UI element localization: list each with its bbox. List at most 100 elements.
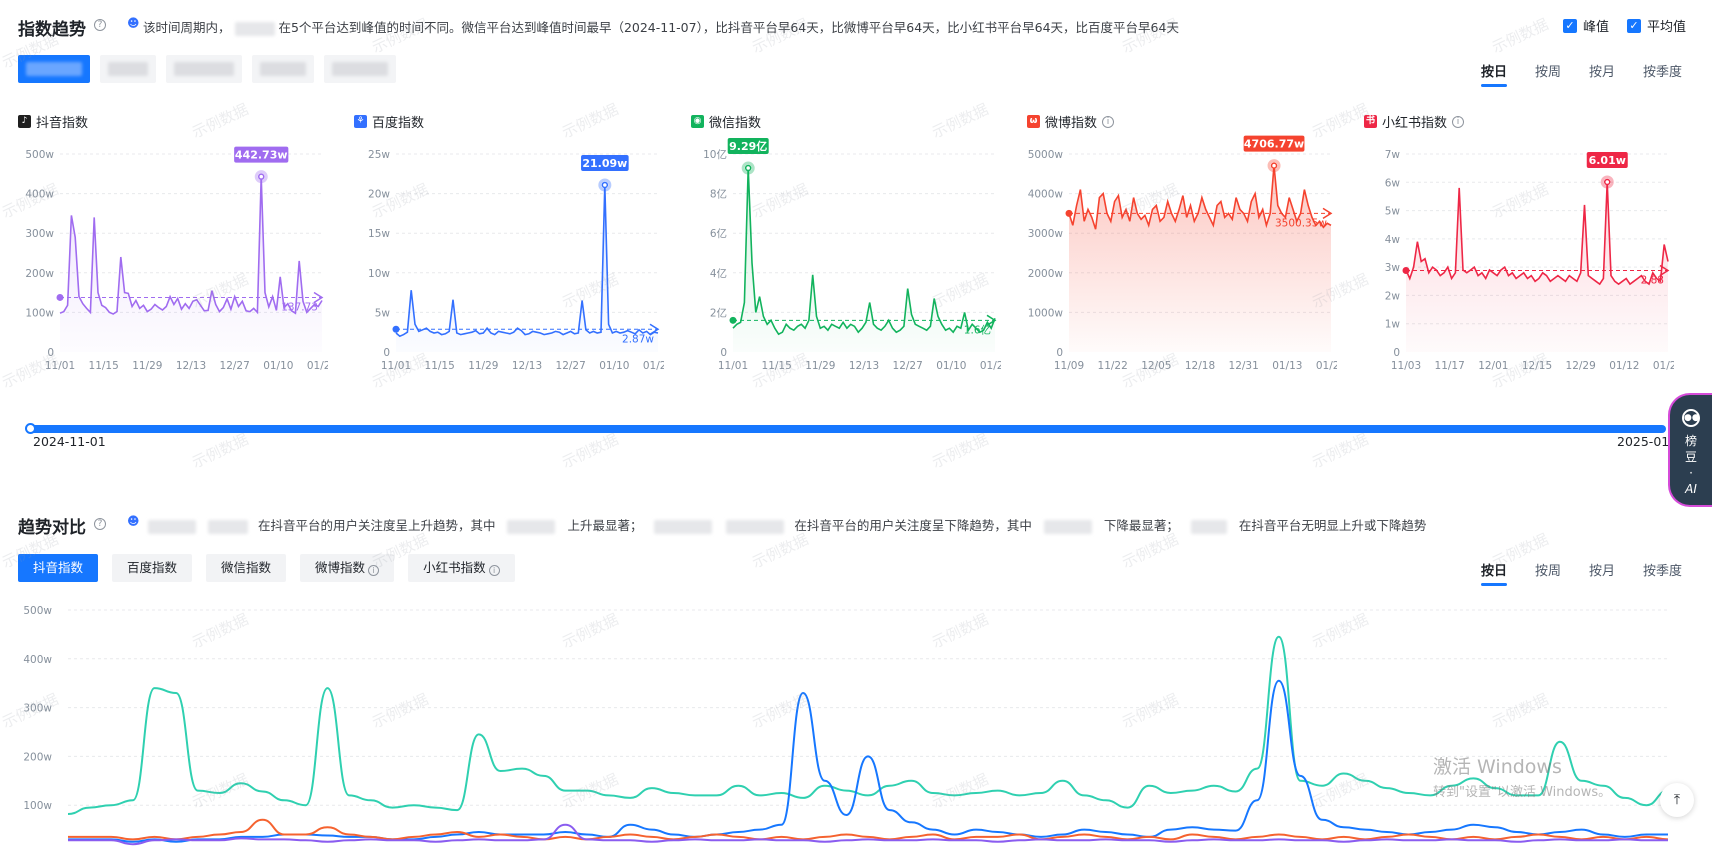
user-group-icon: ☻ <box>127 16 140 30</box>
y-tick-label: 100w <box>23 800 52 812</box>
y-tick-label: 100w <box>25 307 54 319</box>
average-start-dot <box>56 293 64 301</box>
compare-period-tab[interactable]: 按月 <box>1588 564 1615 579</box>
x-tick-label: 01/26 <box>1653 360 1674 372</box>
info-icon[interactable]: i <box>488 565 500 576</box>
platform-chart-title: 小红书指数 <box>1382 116 1448 131</box>
y-tick-label: 20w <box>368 189 390 201</box>
period-tab[interactable]: 按季度 <box>1642 65 1682 80</box>
platform-chart-header: ◉ 微信指数 <box>691 112 761 131</box>
peak-dot <box>1270 162 1278 169</box>
y-tick-label: 500w <box>23 605 52 617</box>
x-tick-label: 12/31 <box>1229 360 1259 372</box>
x-tick-label: 12/29 <box>1566 360 1596 372</box>
y-tick-label: 4000w <box>1028 189 1064 201</box>
info-icon[interactable]: i <box>1102 115 1115 128</box>
keyword-tab[interactable] <box>100 55 156 83</box>
period-tab[interactable]: 按日 <box>1480 61 1507 87</box>
x-tick-label: 01/26 <box>1316 360 1337 372</box>
metric-tab[interactable]: 小红书指数 i <box>408 554 515 582</box>
peak-badge <box>581 154 629 171</box>
average-start-dot <box>392 325 400 333</box>
info-icon[interactable]: i <box>1452 115 1465 128</box>
average-arrow <box>313 291 324 304</box>
y-tick-label: 8亿 <box>710 188 727 201</box>
peak-checkbox[interactable]: ✓ 峰值 <box>1562 16 1609 35</box>
trend-summary-1: 在抖音平台的用户关注度呈上升趋势，其中 <box>257 518 496 533</box>
platform-line-chart: 500w 400w 300w 200w 100w 011/01 11/15 11/29 12/1… <box>25 146 328 372</box>
keyword-tab[interactable] <box>18 55 90 83</box>
metric-tab[interactable]: 微博指数 i <box>300 554 395 582</box>
platform-chart-title: 百度指数 <box>372 116 425 131</box>
x-tick-label: 12/27 <box>556 360 586 372</box>
area-fill <box>1406 182 1668 352</box>
platform-chart-header: 书小红书指数 i <box>1364 112 1465 131</box>
timeline-start-label: 2024-11-01 <box>33 434 106 449</box>
trend-series-line <box>68 823 1668 846</box>
x-tick-label: 01/13 <box>1272 360 1302 372</box>
y-tick-label: 5000w <box>1028 149 1064 161</box>
y-tick-label: 200w <box>25 268 54 280</box>
x-tick-label: 12/13 <box>512 360 542 372</box>
x-tick-label: 01/10 <box>263 360 293 372</box>
average-arrow <box>649 323 660 335</box>
x-tick-label: 11/15 <box>762 360 792 372</box>
ai-label-2: 豆 <box>1684 450 1697 464</box>
windows-activation-notice: 激活 Windows 转到"设置"以激活 Windows。 <box>1433 752 1611 800</box>
peak-marker <box>1600 175 1614 189</box>
x-tick-label: 11/17 <box>1435 360 1465 372</box>
average-checkbox[interactable]: ✓ 平均值 <box>1626 16 1686 35</box>
x-tick-label: 11/01 <box>381 360 411 372</box>
average-arrow <box>986 314 997 326</box>
peak-badge <box>1243 135 1305 152</box>
keyword-tab[interactable] <box>252 55 314 83</box>
series-line <box>59 176 323 315</box>
compare-help-icon[interactable]: ? <box>94 518 106 530</box>
info-icon[interactable]: i <box>368 565 380 576</box>
keyword-tab[interactable] <box>166 55 242 83</box>
metric-tab[interactable]: 抖音指数 <box>18 554 99 582</box>
back-to-top-icon: ⤒ <box>1673 792 1681 808</box>
watermark: 示例数据 <box>1309 430 1372 472</box>
peak-badge <box>727 138 769 155</box>
compare-period-tab[interactable]: 按日 <box>1480 560 1507 586</box>
y-tick-label: 3000w <box>1028 228 1064 240</box>
peak-badge <box>234 146 289 163</box>
trend-summary-5: 在抖音平台无明显上升或下降趋势 <box>1238 518 1427 533</box>
compare-period-tab[interactable]: 按季度 <box>1642 564 1682 579</box>
date-range-start-handle[interactable] <box>25 423 36 434</box>
area-fill <box>1069 165 1331 352</box>
keyword-tab[interactable] <box>324 55 396 83</box>
peak-dot <box>257 173 265 180</box>
x-tick-label: 11/29 <box>805 360 835 372</box>
x-tick-label: 12/13 <box>849 360 879 372</box>
x-tick-label: 12/13 <box>176 360 206 372</box>
metric-tab[interactable]: 百度指数 <box>112 554 193 582</box>
date-range-slider[interactable] <box>26 425 1666 433</box>
x-tick-label: 12/18 <box>1185 360 1215 372</box>
series-line <box>1068 165 1332 230</box>
area-fill <box>733 168 995 352</box>
metric-tab[interactable]: 微信指数 <box>206 554 287 582</box>
peak-label: 21.09w <box>582 157 627 170</box>
title-help-icon[interactable]: ? <box>94 19 106 31</box>
y-tick-label: 1w <box>1385 319 1401 331</box>
activation-line-1: 激活 Windows <box>1433 756 1562 778</box>
ai-assistant-button[interactable]: ●● 榜 豆 · AI <box>1668 393 1712 507</box>
area-fill <box>60 176 322 352</box>
peak-marker <box>254 170 268 184</box>
douyin-icon: ♪ <box>18 115 31 128</box>
ai-label-4: AI <box>1685 482 1697 496</box>
compare-period-tab[interactable]: 按周 <box>1534 564 1561 579</box>
watermark: 示例数据 <box>929 430 992 472</box>
x-tick-label: 01/10 <box>936 360 966 372</box>
platform-chart-header: ♪ 抖音指数 <box>18 112 88 131</box>
peak-dot <box>744 164 752 172</box>
baidu-icon: ⚘ <box>354 115 367 128</box>
back-to-top-button[interactable]: ⤒ <box>1660 783 1694 817</box>
trend-summary-3: 在抖音平台的用户关注度呈下降趋势，其中 <box>794 518 1032 533</box>
period-tab[interactable]: 按月 <box>1588 65 1615 80</box>
period-tab[interactable]: 按周 <box>1534 65 1561 80</box>
watermark: 示例数据 <box>1119 530 1182 572</box>
y-tick-label: 2w <box>1385 290 1401 302</box>
